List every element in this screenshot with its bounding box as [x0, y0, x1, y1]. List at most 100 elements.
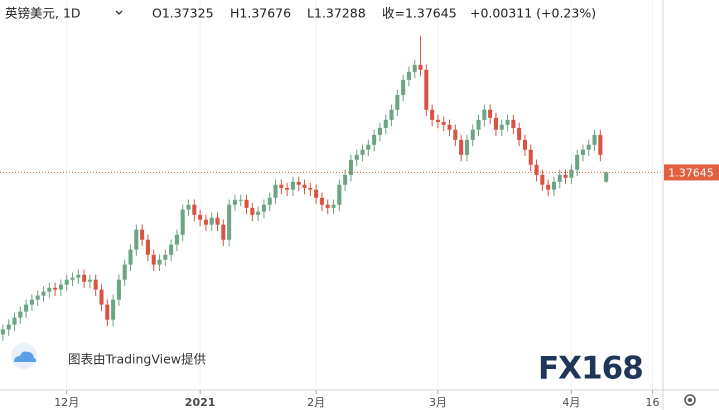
- attribution[interactable]: 图表由TradingView提供: [68, 352, 206, 367]
- candles: [0, 35, 609, 341]
- candle-body: [412, 64, 417, 72]
- dropdown-icon[interactable]: [115, 10, 123, 15]
- candle-body: [261, 204, 266, 212]
- gear[interactable]: [684, 394, 696, 406]
- candle-body: [157, 259, 162, 265]
- candle-body: [319, 197, 324, 205]
- candle-body: [435, 119, 440, 122]
- candle-body: [285, 187, 290, 190]
- candle-body: [163, 254, 168, 260]
- candle-body: [447, 124, 452, 130]
- candle-body: [128, 249, 133, 265]
- candle-body: [111, 299, 116, 320]
- candle-body: [134, 229, 139, 250]
- candle-body: [64, 279, 69, 285]
- candle-body: [534, 164, 539, 175]
- candle-body: [76, 274, 81, 278]
- last-price-label: 1.37645: [668, 166, 714, 179]
- candle-body: [58, 284, 63, 290]
- candle-body: [35, 295, 40, 300]
- candle-body: [302, 184, 307, 188]
- legend-value: O1.37325: [152, 6, 214, 21]
- candle-body: [122, 264, 127, 280]
- settings-icon[interactable]: [684, 394, 696, 406]
- candle-body: [232, 199, 237, 205]
- candle-body: [18, 311, 23, 318]
- candle-body: [377, 127, 382, 135]
- candle-body: [238, 199, 243, 201]
- candle-body: [24, 304, 29, 312]
- candle-body: [256, 211, 261, 215]
- candle-body: [279, 184, 284, 188]
- candle-body: [6, 324, 11, 330]
- candle-body: [12, 317, 17, 325]
- candle-body: [325, 204, 330, 208]
- candle-body: [430, 109, 435, 120]
- candle-body: [383, 119, 388, 128]
- candle-body: [192, 204, 197, 215]
- candle-body: [563, 174, 568, 178]
- candle-body: [53, 287, 58, 290]
- candle-body: [221, 224, 226, 240]
- candle-body: [227, 204, 232, 240]
- candle-body: [592, 134, 597, 145]
- candle-body: [151, 254, 156, 265]
- candle-body: [464, 139, 469, 155]
- candle-body: [557, 174, 562, 182]
- candle-body: [354, 154, 359, 160]
- candle-body: [290, 181, 295, 190]
- candle-body: [244, 199, 249, 208]
- candle-body: [116, 279, 121, 300]
- candle-body: [337, 184, 342, 205]
- candle-body: [314, 189, 319, 198]
- chart-title[interactable]: 英镑美元, 1D: [5, 6, 81, 21]
- candle-body: [604, 172, 609, 182]
- candle-body: [250, 207, 255, 215]
- candle-body: [395, 94, 400, 110]
- legend-value: 收=1.37645: [382, 6, 457, 21]
- candle-body: [366, 144, 371, 150]
- candle-body: [70, 277, 75, 280]
- legend: O1.37325 H1.37676 L1.37288 收=1.37645 +0.0031…: [152, 6, 596, 21]
- candle-body: [348, 159, 353, 175]
- candle-body: [505, 119, 510, 125]
- watermark: FX168: [538, 351, 643, 387]
- candle-body: [406, 71, 411, 80]
- legend-value: H1.37676: [230, 6, 291, 21]
- candle-body: [140, 229, 145, 240]
- candle-body: [424, 69, 429, 110]
- candle-body: [296, 181, 301, 185]
- candle-body: [493, 117, 498, 130]
- candle-body: [0, 329, 5, 335]
- legend-value: +0.00311 (+0.23%): [470, 6, 596, 21]
- gear-center[interactable]: [688, 398, 692, 402]
- candle-body: [372, 134, 377, 145]
- candle-body: [29, 299, 34, 305]
- x-tick-label: 3月: [429, 396, 447, 409]
- candle-body: [470, 129, 475, 140]
- candle-body: [598, 134, 603, 155]
- candle-body: [569, 169, 574, 178]
- x-tick-label: 2021: [185, 396, 216, 409]
- candle-body: [575, 154, 580, 170]
- candle-body: [360, 149, 365, 155]
- candle-body: [87, 279, 92, 282]
- x-tick-label: 2月: [307, 396, 325, 409]
- candle-body: [186, 204, 191, 210]
- candle-body: [511, 119, 516, 128]
- candle-body: [174, 234, 179, 245]
- x-tick-label: 4月: [562, 396, 580, 409]
- candle-body: [401, 79, 406, 95]
- candle-body: [418, 64, 423, 70]
- legend-value: L1.37288: [307, 6, 366, 21]
- candle-body: [198, 214, 203, 220]
- candle-body: [203, 219, 208, 225]
- candle-body: [93, 279, 98, 290]
- candle-body: [209, 217, 214, 225]
- x-tick-label: 12月: [54, 396, 79, 409]
- candle-body: [169, 244, 174, 255]
- x-tick-label: 16: [646, 396, 660, 409]
- candle-body: [41, 291, 46, 296]
